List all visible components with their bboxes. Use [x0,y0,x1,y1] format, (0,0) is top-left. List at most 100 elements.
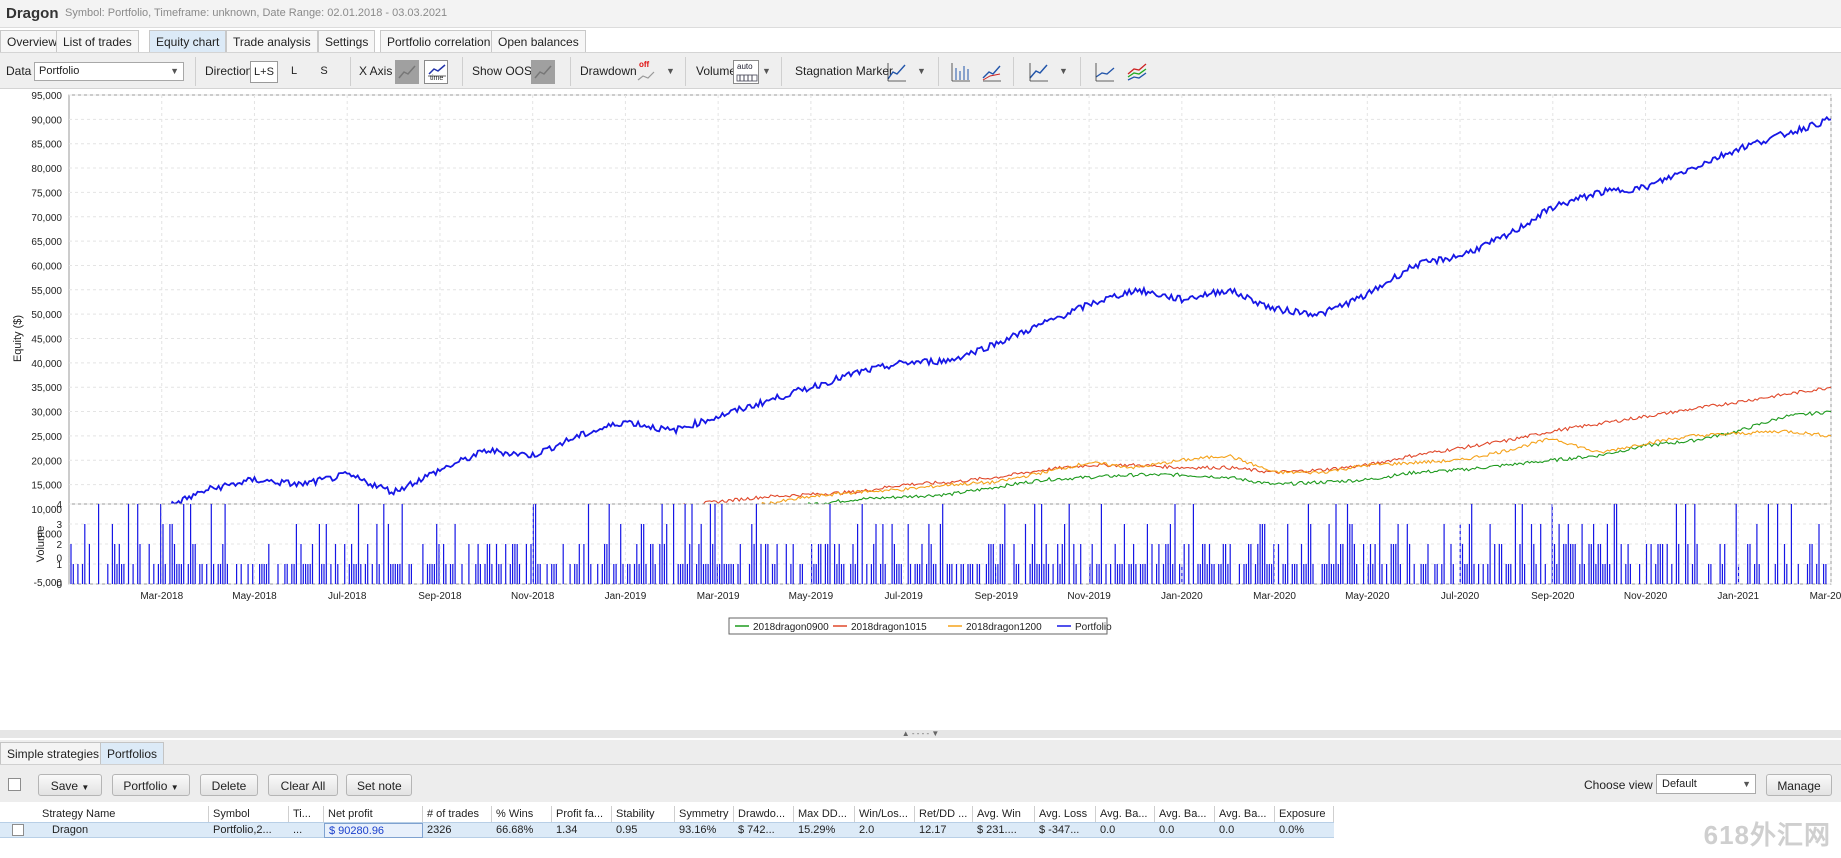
trades-axis-graphic [398,65,416,79]
column-header-avg-loss[interactable]: Avg. Loss [1035,806,1096,822]
chevron-down-icon[interactable]: ▼ [666,66,675,76]
x-tick-label: May-2018 [232,591,277,602]
separator [462,57,463,86]
tab-portfolios[interactable]: Portfolios [100,742,165,764]
legend-label: 2018dragon1015 [851,622,927,633]
volume-y-tick-label: 4 [56,500,62,511]
x-tick-label: Nov-2018 [511,591,555,602]
separator [938,57,939,86]
chevron-down-icon[interactable]: ▼ [762,66,771,76]
direction-short[interactable]: S [320,65,328,77]
portfolio-button[interactable]: Portfolio ▼ [112,774,190,796]
column-header-symmetry[interactable]: Symmetry [675,806,734,822]
tab-simple-strategies[interactable]: Simple strategies [0,742,107,764]
column-header-exposure[interactable]: Exposure [1275,806,1334,822]
column-header-timeframe[interactable]: Ti... [289,806,324,822]
cell-avg-ba-3: 0.0 [1219,824,1235,836]
choose-view-select[interactable]: Default ▼ [1656,774,1756,794]
data-select[interactable]: Portfolio ▼ [34,62,184,81]
y-tick-label: 50,000 [31,310,62,321]
y-tick-label: 20,000 [31,456,62,467]
x-tick-label: Mar-2019 [697,591,740,602]
select-all-checkbox[interactable] [8,778,21,791]
direction-long-short[interactable]: L+S [250,61,278,83]
separator [570,57,571,86]
tab-open-balances[interactable]: Open balances [491,30,586,52]
column-header-avg-win[interactable]: Avg. Win [973,806,1035,822]
line-chart-icon[interactable] [1027,60,1051,84]
direction-long[interactable]: L [290,65,298,77]
stagnation-marker-icon[interactable] [885,60,909,84]
results-table: Strategy Name Symbol Ti... Net profit # of t… [0,804,1841,858]
cell-profit-factor: 1.34 [556,824,578,836]
manage-button[interactable]: Manage [1766,774,1832,796]
show-oos-label: Show OOS [472,64,533,78]
show-oos-icon[interactable] [531,60,555,84]
y-tick-label: 0 [56,554,62,565]
column-header-drawdown[interactable]: Drawdo... [734,806,794,822]
cell-win-loss: 2.0 [859,824,875,836]
tab-trade-analysis[interactable]: Trade analysis [226,30,318,52]
tab-overview[interactable]: Overview [0,30,65,52]
main-tabs: Overview List of trades Equity chart Tra… [0,30,1841,52]
data-select-value: Portfolio [39,65,80,77]
chevron-down-icon[interactable]: ▼ [1059,66,1068,76]
column-header-ret-dd[interactable]: Ret/DD ... [915,806,973,822]
separator [1080,57,1081,86]
volume-y-tick-label: 3 [56,520,62,531]
cell-symmetry: 93.16% [679,824,717,836]
title-bar: Dragon Symbol: Portfolio, Timeframe: unk… [0,0,1841,28]
tab-list-of-trades[interactable]: List of trades [56,30,139,52]
column-header-win-loss[interactable]: Win/Los... [855,806,915,822]
tab-portfolio-correlation[interactable]: Portfolio correlation [380,30,498,52]
separator [781,57,782,86]
column-header-profit-factor[interactable]: Profit fa... [552,806,612,822]
volume-y-tick-label: 2 [56,540,62,551]
y-tick-label: 60,000 [31,261,62,272]
tab-settings[interactable]: Settings [318,30,376,52]
separator [1013,57,1014,86]
bars-chart-icon[interactable] [949,60,973,84]
column-header-avg-ba-3[interactable]: Avg. Ba... [1215,806,1275,822]
column-header-wins[interactable]: % Wins [492,806,552,822]
delete-button[interactable]: Delete [200,774,258,796]
column-header-avg-ba-2[interactable]: Avg. Ba... [1155,806,1215,822]
drawdown-icon[interactable]: off [634,60,658,84]
cell-avg-ba-2: 0.0 [1159,824,1175,836]
time-axis-icon[interactable]: time [424,60,448,84]
clear-all-button[interactable]: Clear All [268,774,338,796]
line-markers-chart-icon[interactable] [980,60,1004,84]
tab-equity-chart[interactable]: Equity chart [149,30,227,52]
column-header-net-profit[interactable]: Net profit [324,806,423,822]
trades-axis-icon[interactable] [395,60,419,84]
drawdown-off-text: off [639,60,650,69]
chevron-down-icon[interactable]: ▼ [917,66,926,76]
x-tick-label: Mar-2020 [1253,591,1296,602]
column-header-max-dd[interactable]: Max DD... [794,806,855,822]
choose-view-label: Choose view [1584,778,1653,792]
cell-avg-ba-1: 0.0 [1100,824,1116,836]
cell-stability: 0.95 [616,824,638,836]
volume-auto-text: auto [737,62,753,71]
column-header-stability[interactable]: Stability [612,806,675,822]
x-tick-label: Jul-2019 [884,591,923,602]
volume-axis-label: Volume [35,526,47,563]
row-checkbox[interactable] [12,824,24,836]
volume-auto-icon[interactable]: auto [733,60,759,84]
column-header-strategy-name[interactable]: Strategy Name [38,806,209,822]
column-header-symbol[interactable]: Symbol [209,806,289,822]
set-note-button[interactable]: Set note [346,774,412,796]
x-tick-label: Sep-2018 [418,591,462,602]
compare-lines-icon[interactable] [1093,60,1117,84]
multi-series-icon[interactable] [1125,60,1149,84]
column-header-trades[interactable]: # of trades [423,806,492,822]
splitter-handle[interactable]: ▲ - - - - ▼ [0,730,1841,738]
direction-label: Direction [205,64,253,78]
x-tick-label: Jan-2020 [1161,591,1203,602]
drawdown-label: Drawdown [580,64,637,78]
column-header-avg-ba-1[interactable]: Avg. Ba... [1096,806,1155,822]
save-button[interactable]: Save ▼ [38,774,102,796]
choose-view-value: Default [1662,778,1697,790]
cell-trades: 2326 [427,824,452,836]
volume-y-tick-label: 1 [56,560,62,571]
